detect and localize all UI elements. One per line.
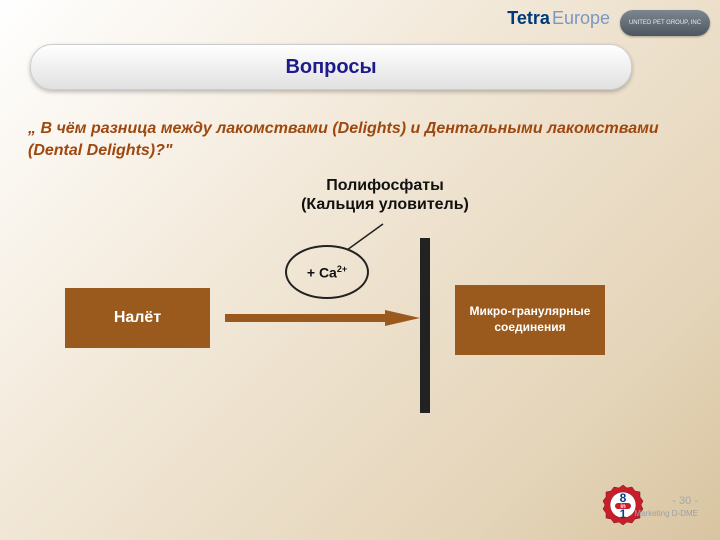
question-text: „ В чём разница между лакомствами (Delig… (28, 118, 668, 161)
arrow-icon (225, 310, 420, 326)
leader-line (347, 222, 393, 250)
footer: - 30 - Marketing D-DME (634, 495, 698, 518)
box-microgranular: Микро-гранулярные соединения (455, 285, 605, 355)
box-plaque-text: Налёт (114, 309, 161, 327)
ca-prefix: + Ca (307, 264, 337, 280)
brand-logo-main: TetraEurope (507, 8, 610, 29)
ca-super: 2+ (337, 264, 347, 274)
brand-europe: Europe (552, 8, 610, 28)
page-number: - 30 - (634, 495, 698, 507)
calcium-bubble: + Ca2+ (285, 245, 369, 299)
title-pill: Вопросы (30, 44, 632, 90)
slide-root: TetraEurope UNITED PET GROUP, INC Вопрос… (0, 0, 720, 540)
ca-text: + Ca2+ (307, 264, 347, 281)
svg-text:8: 8 (620, 491, 627, 505)
brand-tetra: Tetra (507, 8, 550, 28)
box-microgranular-text: Микро-гранулярные соединения (461, 304, 599, 335)
footer-dept: Marketing D-DME (634, 509, 698, 518)
title-text: Вопросы (285, 56, 376, 79)
box-plaque: Налёт (65, 288, 210, 348)
polyphosphates-label: Полифосфаты (Кальция уловитель) (300, 176, 470, 214)
brand-logo-sub: UNITED PET GROUP, INC (620, 10, 710, 36)
diagram: Полифосфаты (Кальция уловитель) + Ca2+ Н… (0, 170, 720, 470)
brand-sub-text: UNITED PET GROUP, INC (629, 20, 701, 27)
svg-text:1: 1 (620, 507, 627, 521)
vertical-bar (420, 238, 430, 413)
